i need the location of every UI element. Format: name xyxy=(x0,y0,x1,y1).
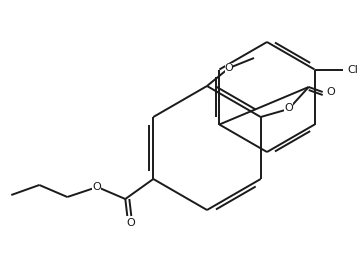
Text: O: O xyxy=(326,87,335,97)
Text: O: O xyxy=(284,103,293,113)
Text: O: O xyxy=(92,182,101,192)
Text: O: O xyxy=(126,218,135,228)
Text: O: O xyxy=(225,63,233,73)
Text: Cl: Cl xyxy=(348,64,359,74)
